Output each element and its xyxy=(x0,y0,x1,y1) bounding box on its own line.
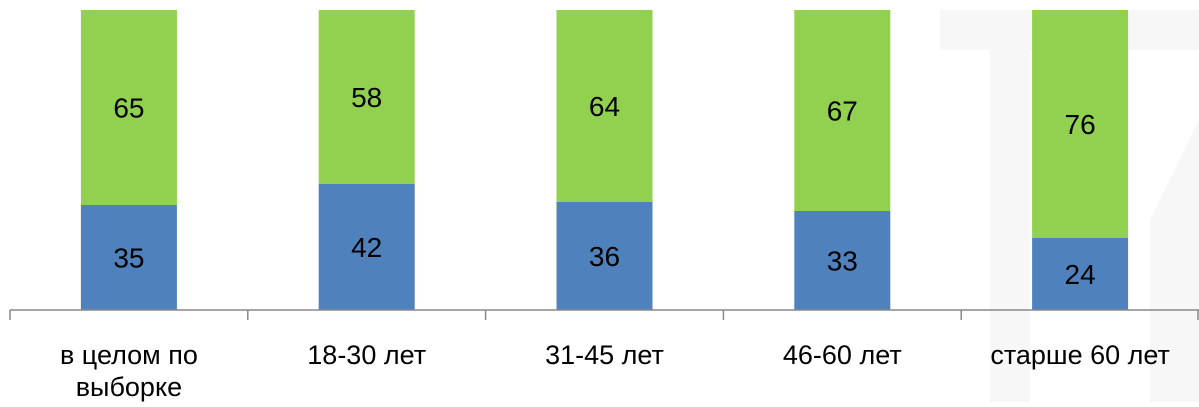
x-tick-label-c3: 31-45 лет xyxy=(545,340,664,370)
data-label-s1-c5: 24 xyxy=(1065,259,1096,290)
data-label-s1-c1: 35 xyxy=(113,243,144,274)
data-label-s2-c5: 76 xyxy=(1065,109,1096,140)
x-tick-label-c5: старше 60 лет xyxy=(990,340,1170,370)
data-label-s1-c2: 42 xyxy=(351,232,382,263)
x-tick-label-c1-line1: в целом по xyxy=(60,340,198,370)
data-label-s1-c3: 36 xyxy=(589,241,620,272)
bar-segment-s1-c1 xyxy=(80,205,177,310)
x-tick-label-c2: 18-30 лет xyxy=(307,340,426,370)
data-label-s2-c2: 58 xyxy=(351,82,382,113)
bar-segment-s1-c5 xyxy=(1032,238,1129,310)
x-axis xyxy=(9,309,1199,320)
x-tick-label-c1-line2: выборке xyxy=(76,372,182,402)
data-label-s2-c1: 65 xyxy=(113,93,144,124)
bar-segment-s2-c3 xyxy=(556,10,653,202)
data-labels-layer: 35 65 42 58 36 64 33 67 24 76 xyxy=(113,82,1095,290)
bar-segment-s2-c5 xyxy=(1032,10,1129,238)
data-label-s1-c4: 33 xyxy=(827,246,858,277)
bar-segment-s1-c3 xyxy=(556,202,653,310)
data-label-s2-c3: 64 xyxy=(589,91,620,122)
bars-layer xyxy=(80,10,1129,310)
bar-segment-s1-c4 xyxy=(794,211,891,310)
data-label-s2-c4: 67 xyxy=(827,96,858,127)
x-tick-label-c4: 46-60 лет xyxy=(783,340,902,370)
bar-segment-s2-c2 xyxy=(318,10,415,184)
bar-segment-s2-c1 xyxy=(80,10,177,205)
bar-segment-s1-c2 xyxy=(318,184,415,310)
bar-segment-s2-c4 xyxy=(794,10,891,211)
